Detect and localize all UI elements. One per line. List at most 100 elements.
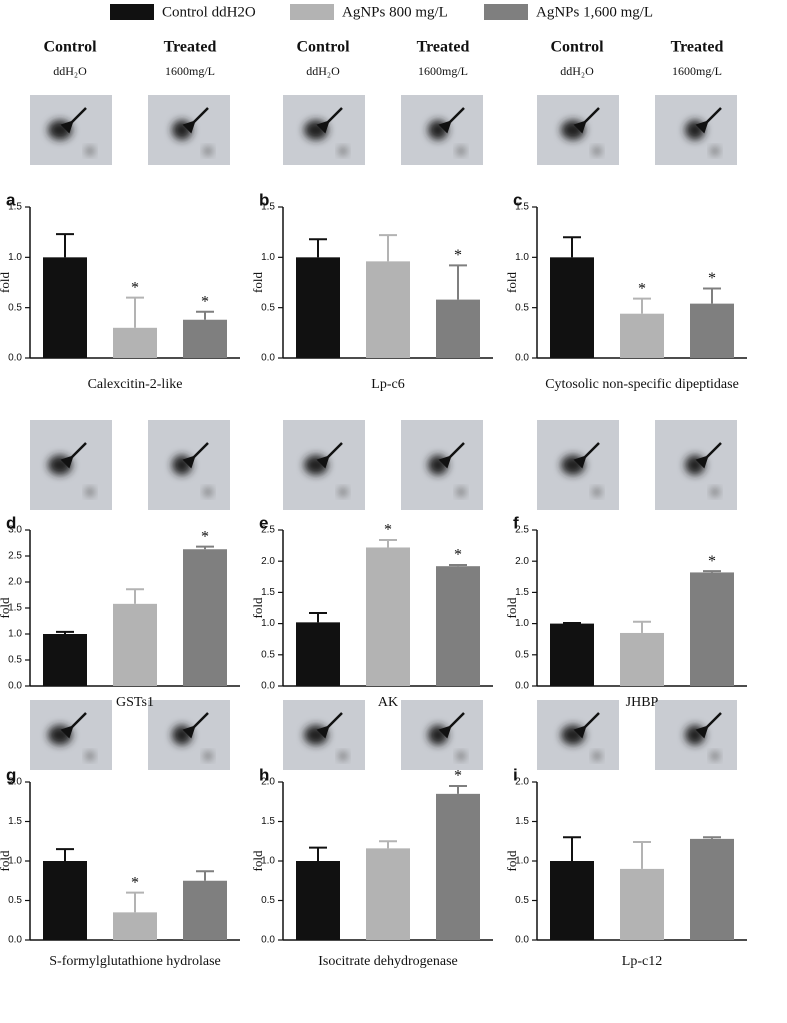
gel-subheader: 1600mg/L bbox=[418, 64, 468, 78]
y-tick-label: 2.0 bbox=[515, 777, 529, 788]
bar bbox=[550, 623, 594, 686]
significance-mark: * bbox=[638, 280, 646, 297]
y-axis-label: fold bbox=[250, 597, 265, 618]
y-tick-label: 2.5 bbox=[8, 551, 22, 562]
bar bbox=[436, 299, 480, 358]
legend-swatch bbox=[110, 4, 154, 20]
gel-arrow bbox=[316, 442, 343, 469]
y-tick-label: 0.0 bbox=[261, 935, 275, 946]
y-tick-label: 0.0 bbox=[8, 353, 22, 364]
gel-header: Treated bbox=[671, 39, 724, 56]
gel-spot bbox=[561, 455, 585, 475]
bar bbox=[366, 547, 410, 686]
gel-spot bbox=[304, 455, 328, 475]
x-axis-label: Cytosolic non-specific dipeptidase bbox=[545, 377, 739, 392]
y-axis-label: fold bbox=[504, 597, 519, 618]
gel-arrow bbox=[573, 712, 600, 739]
bar bbox=[183, 319, 227, 358]
significance-mark: * bbox=[131, 874, 139, 891]
gel-arrow bbox=[182, 712, 209, 739]
panel-letter: e bbox=[259, 513, 268, 532]
y-tick-label: 1.0 bbox=[515, 856, 529, 867]
legend-label: AgNPs 800 mg/L bbox=[342, 4, 448, 20]
gel-arrow bbox=[695, 442, 722, 469]
gel-spot bbox=[304, 120, 328, 140]
y-tick-label: 0.5 bbox=[515, 302, 529, 313]
gel-arrow bbox=[695, 712, 722, 739]
y-axis-label: fold bbox=[250, 272, 265, 293]
y-tick-label: 1.5 bbox=[8, 603, 22, 614]
bar bbox=[113, 912, 157, 940]
y-tick-label: 0.0 bbox=[515, 935, 529, 946]
panel-letter: b bbox=[259, 190, 269, 209]
gel-spot bbox=[685, 725, 705, 745]
gel-spot bbox=[457, 488, 465, 496]
x-axis-label: AK bbox=[378, 695, 398, 710]
y-tick-label: 1.5 bbox=[261, 587, 275, 598]
panel-letter: c bbox=[513, 190, 522, 209]
gel-spot bbox=[339, 752, 347, 760]
gel-arrow bbox=[60, 442, 87, 469]
bar bbox=[183, 549, 227, 686]
gel-spot bbox=[593, 752, 601, 760]
x-axis-label: Lp-c12 bbox=[622, 954, 662, 969]
y-axis-label: fold bbox=[0, 597, 12, 618]
gel-spot bbox=[172, 725, 192, 745]
x-axis-label: Isocitrate dehydrogenase bbox=[318, 954, 458, 969]
y-tick-label: 1.5 bbox=[515, 816, 529, 827]
y-axis-label: fold bbox=[0, 850, 12, 871]
gel-spot bbox=[204, 752, 212, 760]
bar bbox=[690, 572, 734, 686]
bar bbox=[620, 313, 664, 358]
gel-subheader: 1600mg/L bbox=[165, 64, 215, 78]
y-axis-label: fold bbox=[0, 272, 12, 293]
gel-spot bbox=[593, 147, 601, 155]
y-tick-label: 1.0 bbox=[261, 618, 275, 629]
panel-letter: i bbox=[513, 765, 518, 784]
bar bbox=[436, 793, 480, 940]
gel-spot bbox=[204, 147, 212, 155]
gel-spot bbox=[711, 147, 719, 155]
legend-label: AgNPs 1,600 mg/L bbox=[536, 4, 653, 20]
y-tick-label: 1.0 bbox=[261, 856, 275, 867]
significance-mark: * bbox=[454, 768, 462, 785]
gel-arrow bbox=[695, 107, 722, 134]
y-tick-label: 0.5 bbox=[515, 649, 529, 660]
bar bbox=[43, 861, 87, 940]
significance-mark: * bbox=[454, 247, 462, 264]
y-tick-label: 0.5 bbox=[515, 895, 529, 906]
gel-spot bbox=[339, 147, 347, 155]
gel-spot bbox=[457, 752, 465, 760]
gel-arrow bbox=[316, 107, 343, 134]
x-axis-label: JHBP bbox=[626, 695, 659, 710]
gel-spot bbox=[711, 752, 719, 760]
significance-mark: * bbox=[454, 547, 462, 564]
significance-mark: * bbox=[384, 522, 392, 539]
y-tick-label: 2.5 bbox=[261, 525, 275, 536]
y-tick-label: 1.0 bbox=[515, 618, 529, 629]
bar bbox=[296, 622, 340, 686]
bar bbox=[296, 861, 340, 940]
y-axis-label: fold bbox=[504, 850, 519, 871]
significance-mark: * bbox=[201, 293, 209, 310]
y-axis-label: fold bbox=[504, 272, 519, 293]
y-tick-label: 0.5 bbox=[8, 302, 22, 313]
y-tick-label: 0.0 bbox=[515, 353, 529, 364]
gel-arrow bbox=[182, 442, 209, 469]
gel-arrow bbox=[182, 107, 209, 134]
bar bbox=[690, 838, 734, 940]
gel-spot bbox=[711, 488, 719, 496]
y-tick-label: 1.5 bbox=[515, 587, 529, 598]
significance-mark: * bbox=[131, 279, 139, 296]
gel-arrow bbox=[316, 712, 343, 739]
gel-arrow bbox=[60, 107, 87, 134]
x-axis-label: GSTs1 bbox=[116, 695, 154, 710]
gel-spot bbox=[561, 120, 585, 140]
significance-mark: * bbox=[708, 270, 716, 287]
gel-spot bbox=[339, 488, 347, 496]
panel-letter: g bbox=[6, 765, 16, 784]
bar bbox=[690, 303, 734, 358]
bar bbox=[296, 257, 340, 358]
gel-spot bbox=[86, 488, 94, 496]
y-tick-label: 0.0 bbox=[8, 935, 22, 946]
